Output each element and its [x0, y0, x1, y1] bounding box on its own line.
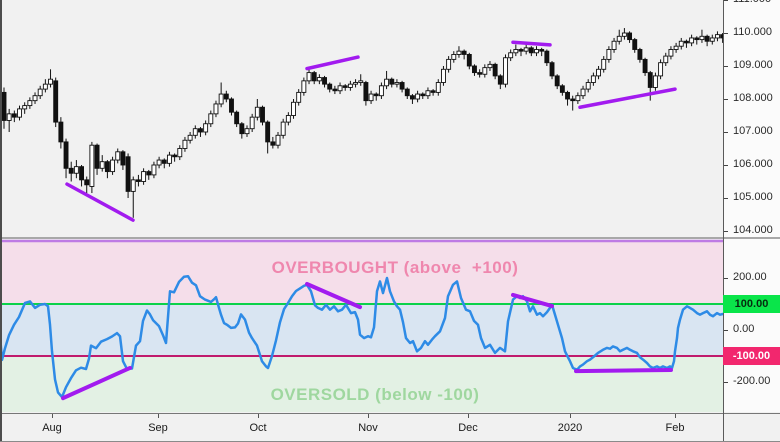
- time-axis-label: Aug: [42, 422, 62, 434]
- time-tick-mark: [52, 414, 53, 418]
- time-axis-label: Nov: [358, 422, 378, 434]
- axis-tick-mark: [724, 381, 728, 383]
- time-tick-mark: [675, 414, 676, 418]
- axis-tick-label: 107.000: [733, 125, 773, 137]
- time-axis-label: Feb: [665, 422, 685, 434]
- time-axis-label: Dec: [458, 422, 478, 434]
- axis-tick-label: 200.00: [733, 271, 767, 283]
- cci-line: [0, 274, 723, 399]
- window-left-edge: [0, 0, 2, 441]
- oversold-label: OVERSOLD (below -100): [270, 385, 480, 404]
- upper-band-badge: 100.00: [723, 295, 780, 313]
- indicator-zones: [0, 239, 723, 412]
- overbought-label: OVERBOUGHT (above +100): [271, 258, 519, 277]
- axis-tick-label: 110.000: [733, 26, 772, 38]
- cci-trendlines[interactable]: [61, 281, 673, 401]
- axis-tick-mark: [724, 32, 728, 34]
- time-axis-label: 2020: [557, 422, 583, 434]
- axis-divider: [723, 0, 724, 441]
- candlestick-series: [1, 28, 723, 218]
- axis-tick-mark: [724, 0, 728, 1]
- pane-separator[interactable]: [0, 237, 780, 239]
- axis-tick-label: 108.000: [733, 92, 773, 104]
- time-tick-mark: [368, 414, 369, 418]
- axis-tick-label: 106.000: [733, 158, 773, 170]
- price-trendlines[interactable]: [65, 40, 677, 222]
- axis-tick-label: 104.000: [733, 224, 773, 236]
- time-axis-label: Oct: [249, 422, 267, 434]
- axis-tick-label: 109.000: [733, 59, 773, 71]
- axis-tick-mark: [724, 131, 728, 133]
- lower-band-badge: -100.00: [723, 347, 780, 365]
- axis-tick-label: -200.00: [733, 375, 771, 387]
- axis-tick-mark: [724, 197, 728, 199]
- time-tick-mark: [570, 414, 571, 418]
- axis-tick-mark: [724, 98, 728, 100]
- time-axis[interactable]: Aug Sep Oct Nov Dec 2020 Feb: [0, 413, 780, 441]
- cci-indicator-pane[interactable]: [0, 239, 723, 412]
- axis-tick-mark: [724, 277, 728, 279]
- time-tick-mark: [258, 414, 259, 418]
- axis-tick-mark: [724, 230, 728, 232]
- price-chart-pane[interactable]: [0, 0, 723, 238]
- time-tick-mark: [468, 414, 469, 418]
- axis-tick-label: 111.000: [733, 0, 771, 5]
- time-axis-label: Sep: [148, 422, 168, 434]
- time-tick-mark: [158, 414, 159, 418]
- axis-tick-mark: [724, 65, 728, 67]
- axis-tick-label: 105.000: [733, 191, 773, 203]
- axis-tick-mark: [724, 329, 728, 331]
- axis-tick-label: 0.00: [733, 323, 755, 335]
- axis-tick-mark: [724, 164, 728, 166]
- price-axis[interactable]: 111.000 110.000 109.000 108.000 107.000 106.0…: [724, 0, 780, 412]
